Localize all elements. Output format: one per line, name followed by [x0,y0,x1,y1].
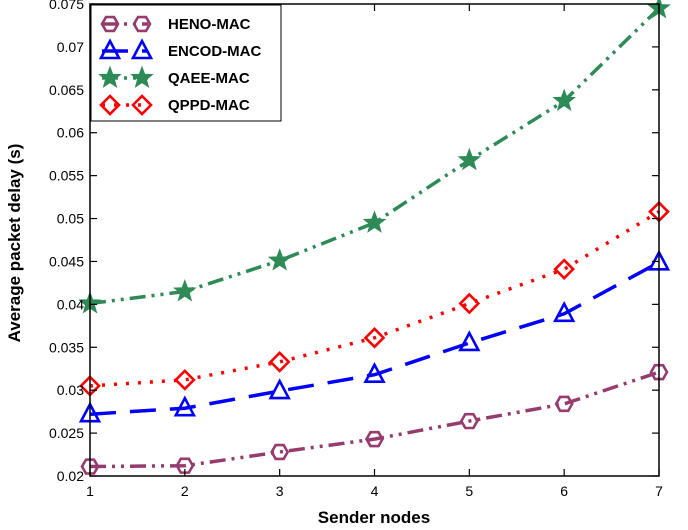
data-point [362,210,387,233]
data-point [363,326,386,349]
series-heno-mac [80,363,669,475]
y-tick-label: 0.04 [57,296,84,312]
legend-marker [98,65,122,89]
series-encod-mac [78,249,671,423]
x-axis-title: Sender nodes [318,508,430,527]
data-point [363,361,386,384]
series-line [89,260,660,416]
data-point [364,430,385,448]
series-layer [78,0,671,475]
y-tick-label: 0.02 [57,468,84,484]
legend-item: HENO-MAC [100,15,251,33]
y-tick-label: 0.03 [57,382,84,398]
data-point [175,457,195,474]
y-tick-label: 0.075 [49,0,84,12]
y-tick-label: 0.07 [57,39,84,55]
data-point [268,351,291,373]
y-tick-label: 0.055 [49,168,84,184]
legend-marker [98,38,122,60]
legend-label: QAEE-MAC [168,70,250,87]
legend-label: ENCOD-MAC [168,43,261,60]
data-point [553,258,576,281]
y-tick-label: 0.05 [57,211,84,227]
data-point [458,292,481,315]
data-point [459,412,479,430]
x-tick-label: 2 [181,483,189,499]
y-tick-label: 0.035 [49,339,84,355]
x-tick-label: 4 [371,483,379,499]
data-point [173,395,196,417]
legend-box [90,4,282,122]
x-tick-label: 5 [465,483,473,499]
x-tick-label: 7 [655,483,663,499]
data-point [553,301,576,323]
data-point [267,248,292,271]
y-axis-title: Average packet delay (s) [5,144,24,343]
data-point [457,147,482,171]
legend-item: ENCOD-MAC [98,38,261,60]
legend: HENO-MAC ENCOD-MAC QAEE-MAC QPPD-MAC [90,4,282,122]
x-tick-label: 6 [560,483,568,499]
data-point [552,88,576,112]
data-point [458,330,481,352]
data-point [649,363,669,381]
legend-marker [131,94,153,116]
series-line [89,370,660,469]
legend-marker [100,15,120,33]
series-line [89,210,660,388]
data-point [80,458,100,475]
legend-label: QPPD-MAC [168,97,250,114]
legend-marker [132,15,152,33]
legend-item: QPPD-MAC [99,94,250,116]
y-tick-label: 0.065 [49,82,84,98]
y-tick-label: 0.045 [49,253,84,269]
data-point [173,279,197,302]
y-tick-label: 0.025 [49,425,84,441]
legend-marker [130,38,154,60]
data-point [173,369,196,391]
legend-item: QAEE-MAC [98,65,250,89]
data-point [270,443,290,461]
axes-layer: 1 2 3 4 5 6 7 0.02 0.025 0.03 0.035 0.04 0.045 0.05 0.… [49,0,663,499]
legend-marker [99,94,121,116]
legend-marker [130,65,154,89]
legend-label: HENO-MAC [168,16,251,33]
x-tick-label: 1 [86,483,94,499]
data-point [554,395,574,413]
y-tick-label: 0.06 [57,125,84,141]
data-point [268,378,291,400]
x-tick-label: 3 [276,483,284,499]
